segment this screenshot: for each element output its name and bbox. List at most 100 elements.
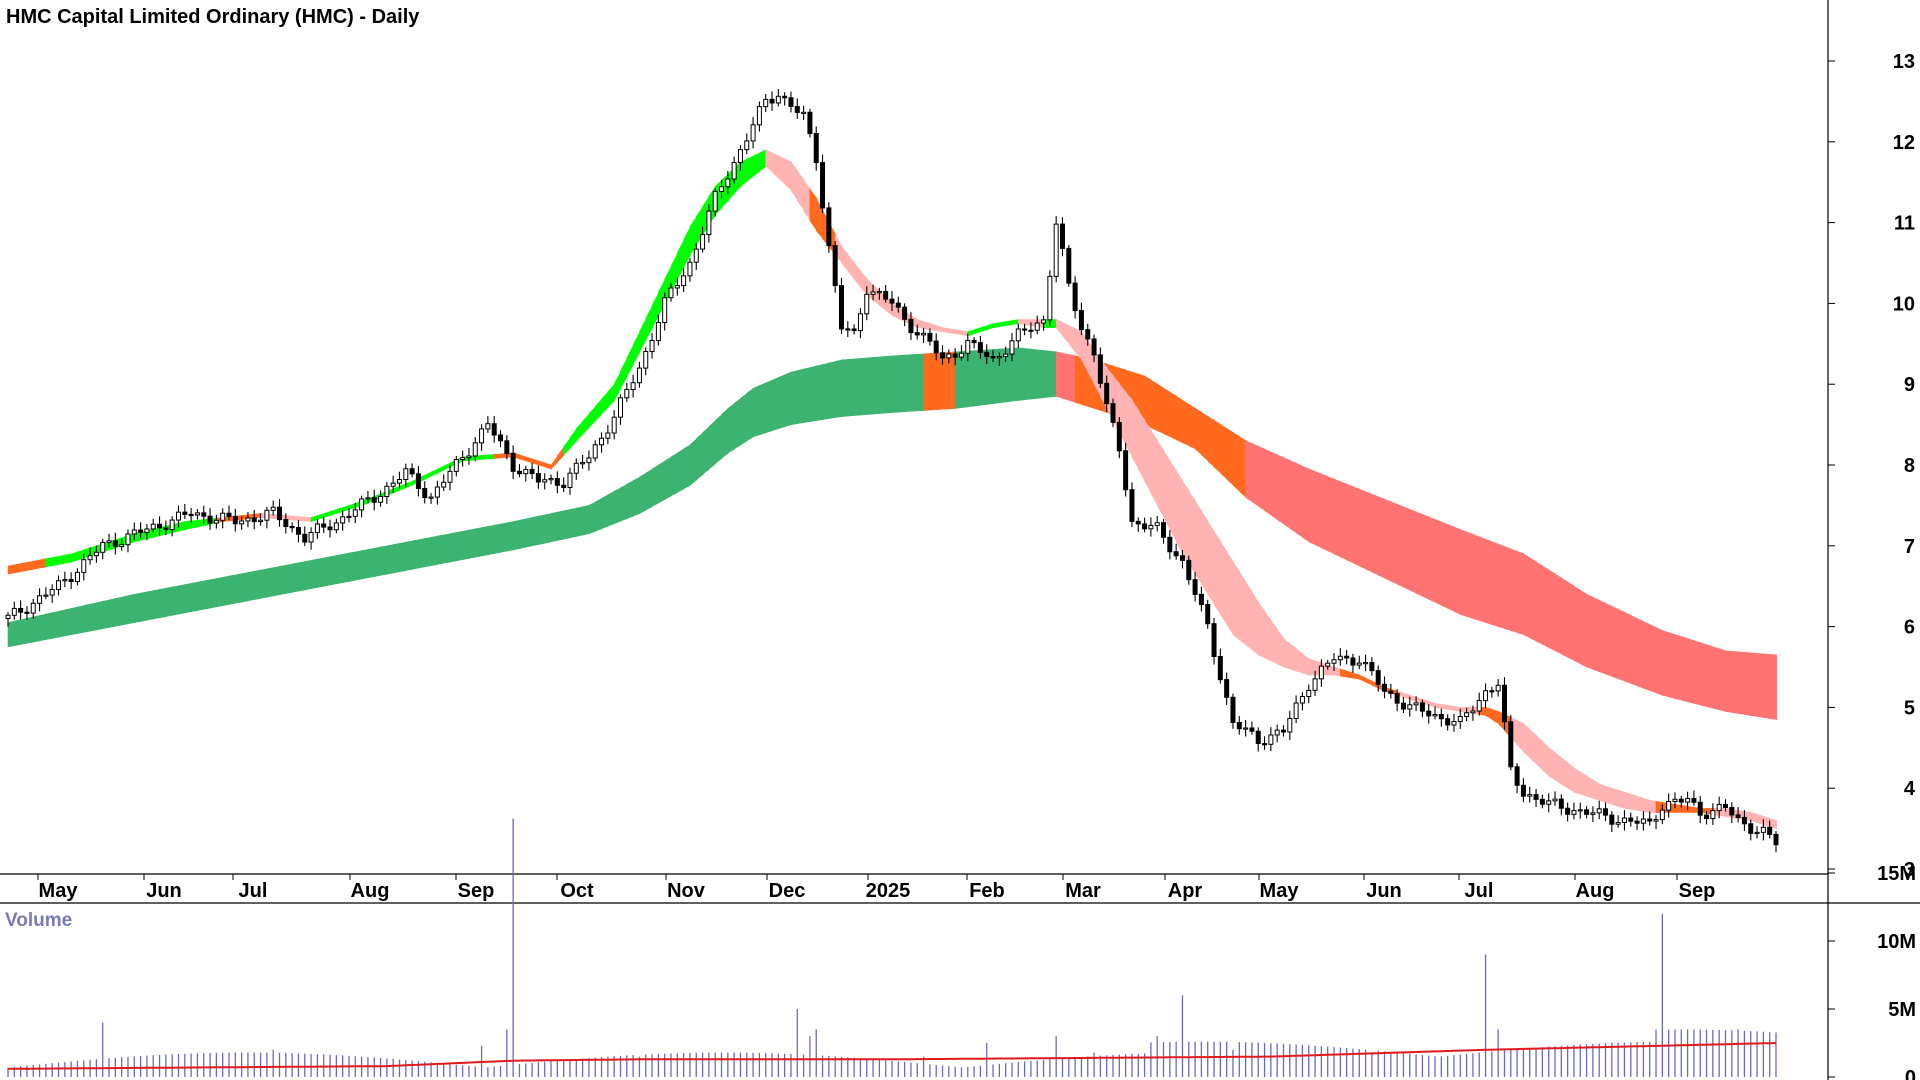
long-mma-segment — [531, 515, 540, 547]
candle-body — [226, 512, 232, 517]
long-mma-segment — [1592, 596, 1601, 673]
candle-body — [93, 551, 99, 557]
long-mma-segment — [348, 551, 357, 582]
candle-body — [1577, 809, 1583, 812]
candle-body — [554, 477, 560, 486]
short-mma-segment — [594, 398, 603, 422]
candle-body — [605, 432, 611, 439]
candle-body — [403, 468, 409, 481]
candle-body — [561, 484, 567, 488]
candle-body — [592, 444, 598, 459]
candle-body — [1483, 690, 1489, 702]
long-mma-segment — [1763, 653, 1771, 719]
short-mma-segment — [942, 327, 950, 334]
short-mma-segment — [651, 292, 660, 329]
long-mma-segment — [1586, 593, 1594, 670]
long-mma-segment — [108, 598, 117, 628]
candle-body — [990, 356, 996, 359]
candle-body — [1495, 684, 1501, 692]
long-mma-segment — [1220, 424, 1228, 480]
candle-body — [864, 293, 870, 315]
long-mma-segment — [1270, 451, 1279, 521]
candle-body — [763, 98, 769, 108]
long-mma-segment — [159, 587, 167, 619]
short-mma-segment — [7, 564, 16, 575]
candle-body — [1432, 713, 1438, 717]
long-mma-segment — [689, 438, 698, 486]
candle-body — [1552, 798, 1558, 802]
candle-body — [1464, 712, 1470, 718]
long-mma-segment — [1175, 395, 1184, 444]
long-mma-segment — [45, 612, 54, 640]
candle-body — [1116, 421, 1122, 452]
long-mma-segment — [373, 546, 382, 577]
price-tick-label: 6 — [1904, 617, 1915, 639]
candle-body — [516, 470, 522, 475]
candle-body — [485, 423, 491, 430]
short-mma-segment — [304, 516, 312, 522]
long-mma-segment — [89, 602, 98, 632]
long-mma-segment — [437, 534, 445, 565]
short-mma-segment — [999, 321, 1007, 327]
short-mma-segment — [1295, 648, 1304, 674]
candle-body — [1142, 523, 1148, 530]
candle-body — [927, 332, 933, 342]
long-mma-segment — [790, 370, 799, 425]
candle-body — [333, 522, 339, 531]
candle-body — [207, 515, 213, 524]
long-mma-segment — [83, 603, 91, 633]
candle-body — [1375, 670, 1381, 685]
long-mma-segment — [171, 585, 180, 616]
long-mma-segment — [197, 580, 205, 611]
candle-body — [782, 95, 788, 99]
short-mma-segment — [582, 413, 590, 435]
candle-body — [1028, 329, 1034, 332]
candle-body — [933, 340, 939, 354]
long-mma-segment — [702, 425, 710, 476]
long-mma-segment — [1062, 352, 1070, 401]
short-mma-segment — [954, 329, 963, 336]
candle-body — [1230, 696, 1236, 724]
candle-body — [1041, 319, 1047, 324]
long-mma-segment — [1725, 650, 1733, 713]
long-mma-segment — [468, 528, 477, 559]
long-mma-segment — [721, 407, 729, 459]
short-mma-segment — [1144, 419, 1152, 495]
long-mma-segment — [1403, 506, 1411, 591]
candle-body — [510, 452, 516, 472]
long-mma-segment — [588, 501, 597, 535]
candle-body — [138, 529, 144, 533]
short-mma-segment — [519, 454, 527, 462]
long-mma-segment — [746, 387, 754, 442]
long-mma-segment — [1327, 476, 1335, 555]
volume-tick-label: 10M — [1877, 931, 1916, 953]
long-mma-segment — [487, 524, 496, 556]
short-mma-segment — [916, 319, 925, 329]
long-mma-segment — [405, 540, 414, 571]
candle-body — [984, 351, 990, 358]
long-mma-segment — [1459, 529, 1468, 617]
long-mma-segment — [765, 379, 773, 434]
short-mma-segment — [1175, 470, 1184, 556]
candle-body — [794, 105, 800, 113]
long-mma-segment — [1744, 652, 1752, 716]
candle-body — [18, 607, 24, 613]
candle-body — [194, 512, 200, 516]
candle-body — [883, 291, 889, 300]
short-mma-segment — [759, 149, 767, 172]
candle-body — [750, 124, 756, 142]
candle-body — [479, 428, 485, 444]
month-tick-label: Apr — [1168, 880, 1203, 902]
short-mma-segment — [1447, 705, 1455, 711]
candle-body — [700, 234, 706, 250]
time-axis: May Jun Jul Aug Sep Oct Nov Dec 2025 Feb Mar Apr May… — [37, 874, 1715, 902]
candle-body — [460, 457, 466, 461]
candle-body — [1672, 798, 1678, 802]
candle-body — [1337, 655, 1343, 661]
long-mma-segment — [1213, 420, 1222, 474]
long-mma-segment — [121, 595, 129, 626]
long-mma-segment — [651, 464, 660, 507]
short-mma-segment — [1137, 409, 1146, 483]
candle-body — [37, 595, 43, 604]
